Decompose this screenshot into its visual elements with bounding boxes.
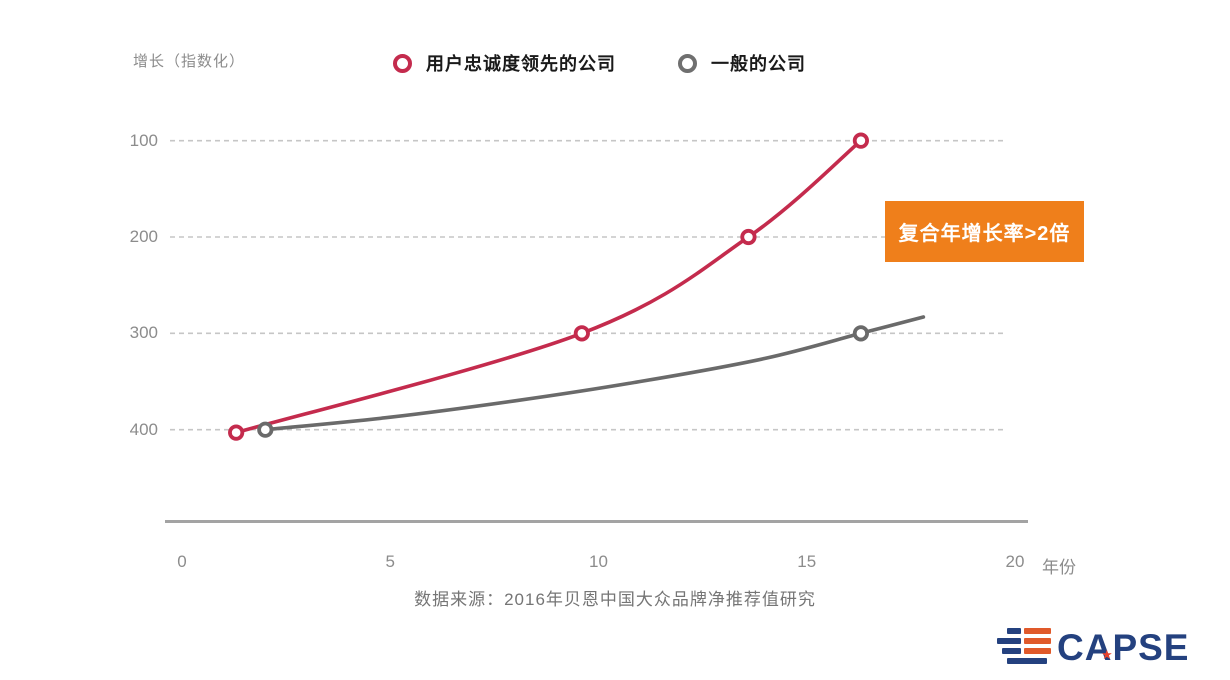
capse-logo: CAPSE ★ <box>995 624 1189 672</box>
x-tick-label: 5 <box>385 552 395 571</box>
data-point-marker <box>852 325 869 342</box>
y-axis-title: 增长（指数化） <box>133 53 246 70</box>
data-point-marker <box>852 132 869 149</box>
y-tick-label: 300 <box>129 323 158 343</box>
legend-item-average-companies: 一般的公司 <box>678 50 806 76</box>
x-tick-label: 0 <box>177 552 187 571</box>
capse-logo-text: CAPSE ★ <box>1057 624 1189 672</box>
data-point-marker <box>740 228 757 246</box>
y-tick-label: 400 <box>129 419 158 439</box>
y-tick-label: 200 <box>129 227 158 246</box>
cagr-annotation-box: 复合年增长率>2倍 <box>885 201 1084 262</box>
data-point-marker <box>573 325 590 342</box>
legend-label: 用户忠诚度领先的公司 <box>426 54 616 74</box>
star-icon: ★ <box>1101 647 1114 662</box>
x-axis-title: 年份 <box>1042 558 1076 577</box>
legend-label: 一般的公司 <box>711 54 806 74</box>
x-tick-label: 10 <box>589 552 608 571</box>
series-marker-icon <box>678 53 697 73</box>
x-tick-label: 20 <box>1005 552 1025 571</box>
y-tick-label: 100 <box>129 130 158 150</box>
series-line-0 <box>234 138 863 435</box>
data-source-caption: 数据来源：2016年贝恩中国大众品牌净推荐值研究 <box>414 590 816 609</box>
series-line-1 <box>263 315 926 432</box>
capse-logo-word: CAPSE <box>1057 627 1190 668</box>
chart-legend: 用户忠诚度领先的公司 一般的公司 <box>393 50 806 76</box>
data-point-marker <box>257 421 274 438</box>
x-tick-label: 15 <box>797 552 817 571</box>
capse-logo-bars-icon <box>997 628 1051 664</box>
data-point-marker <box>228 424 245 441</box>
cagr-annotation-text: 复合年增长率>2倍 <box>898 223 1071 245</box>
legend-item-leading-companies: 用户忠诚度领先的公司 <box>393 50 616 76</box>
series-marker-icon <box>393 53 412 73</box>
